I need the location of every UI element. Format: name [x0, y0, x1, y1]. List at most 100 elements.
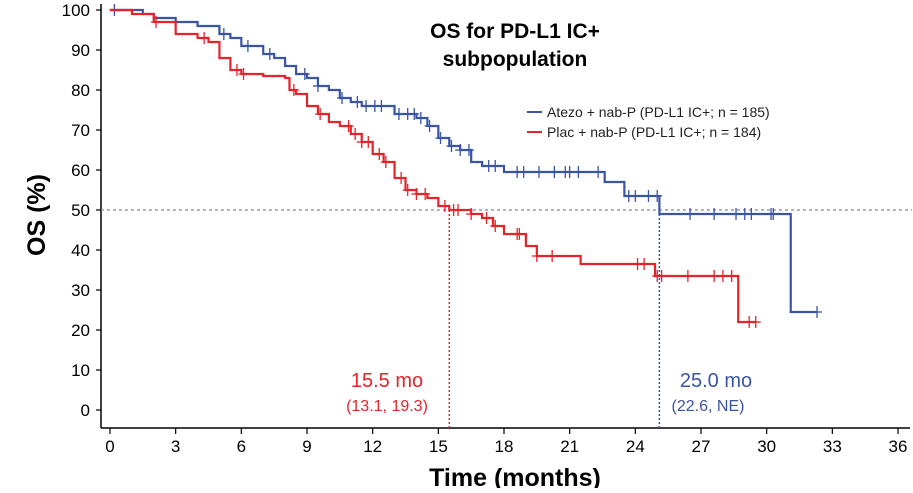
legend-label-plac: Plac + nab-P (PD-L1 IC+; n = 184) — [547, 124, 761, 140]
y-tick-label: 50 — [71, 201, 90, 220]
y-tick-label: 40 — [71, 241, 90, 260]
censor-mark — [420, 188, 431, 200]
censor-mark — [685, 208, 696, 220]
y-tick-label: 90 — [71, 41, 90, 60]
censor-mark — [402, 184, 413, 196]
censor-mark — [652, 190, 663, 202]
censor-mark — [746, 208, 757, 220]
y-tick-label: 80 — [71, 81, 90, 100]
censor-mark — [534, 166, 545, 178]
y-tick-label: 100 — [62, 1, 90, 20]
censor-mark — [238, 68, 249, 80]
censor-mark — [337, 92, 348, 104]
censor-mark — [288, 84, 299, 96]
censor-mark — [549, 166, 560, 178]
y-tick-label: 20 — [71, 321, 90, 340]
x-tick-label: 33 — [823, 437, 842, 456]
censor-mark — [363, 136, 374, 148]
censor-mark — [768, 208, 779, 220]
km-curve — [110, 8, 756, 324]
censor-mark — [424, 120, 435, 132]
censor-mark — [750, 316, 761, 328]
censor-mark — [439, 200, 450, 212]
censor-mark — [376, 100, 387, 112]
series-0 — [109, 4, 823, 318]
x-tick-label: 6 — [237, 437, 246, 456]
censor-mark — [218, 28, 229, 40]
x-tick-label: 9 — [302, 437, 311, 456]
median-label-atezo: 25.0 mo — [680, 370, 752, 392]
censor-mark — [717, 270, 728, 282]
censor-mark — [490, 160, 501, 172]
chart-title-line2: subpopulation — [443, 48, 588, 71]
censor-mark — [481, 212, 492, 224]
censor-mark — [409, 108, 420, 120]
censor-mark — [411, 188, 422, 200]
censor-mark — [518, 166, 529, 178]
chart-title-line1: OS for PD-L1 IC+ — [430, 20, 600, 43]
censor-mark — [564, 166, 575, 178]
y-axis-label: OS (%) — [23, 174, 51, 256]
censor-mark — [709, 208, 720, 220]
censor-mark — [264, 48, 275, 60]
y-tick-label: 10 — [71, 361, 90, 380]
y-tick-label: 30 — [71, 281, 90, 300]
censor-mark — [415, 112, 426, 124]
censor-mark — [446, 140, 457, 152]
censor-mark — [396, 172, 407, 184]
curves — [109, 4, 823, 328]
censor-mark — [242, 40, 253, 52]
y-tick-label: 60 — [71, 161, 90, 180]
censor-mark — [315, 108, 326, 120]
censor-mark — [374, 148, 385, 160]
censor-mark — [312, 80, 323, 92]
censor-mark — [656, 270, 667, 282]
median-ci-atezo: (22.6, NE) — [672, 398, 745, 415]
censor-mark — [435, 132, 446, 144]
censor-mark — [352, 96, 363, 108]
y-tick-label: 70 — [71, 121, 90, 140]
censor-mark — [466, 208, 477, 220]
censor-mark — [343, 120, 354, 132]
legend: Atezo + nab-P (PD-L1 IC+; n = 185) Plac … — [527, 104, 770, 140]
censor-mark — [299, 68, 310, 80]
censor-mark — [199, 32, 210, 44]
censor-mark — [643, 190, 654, 202]
censor-mark — [150, 16, 161, 28]
x-tick-label: 27 — [692, 437, 711, 456]
x-axis-label: Time (months) — [429, 464, 601, 488]
censor-mark — [350, 128, 361, 140]
median-ci-plac: (13.1, 19.3) — [346, 398, 428, 415]
censor-mark — [812, 306, 823, 318]
median-label-plac: 15.5 mo — [351, 370, 423, 392]
x-tick-label: 0 — [105, 437, 114, 456]
censor-mark — [393, 108, 404, 120]
censor-mark — [573, 166, 584, 178]
x-tick-label: 18 — [495, 437, 514, 456]
censor-mark — [490, 220, 501, 232]
censor-mark — [547, 250, 558, 262]
censor-mark — [731, 208, 742, 220]
censor-mark — [463, 144, 474, 156]
censor-mark — [231, 64, 242, 76]
censor-mark — [709, 270, 720, 282]
x-tick-label: 15 — [429, 437, 448, 456]
censor-mark — [639, 258, 650, 270]
y-tick-label: 0 — [81, 401, 90, 420]
censor-mark — [361, 100, 372, 112]
x-tick-label: 36 — [889, 437, 908, 456]
x-tick-label: 12 — [363, 437, 382, 456]
x-tick-label: 21 — [560, 437, 579, 456]
censor-mark — [453, 204, 464, 216]
legend-label-atezo: Atezo + nab-P (PD-L1 IC+; n = 185) — [547, 104, 770, 120]
censor-mark — [593, 166, 604, 178]
series-1 — [110, 8, 761, 328]
censor-mark — [531, 250, 542, 262]
censor-mark — [682, 270, 693, 282]
censor-mark — [380, 156, 391, 168]
censor-mark — [455, 144, 466, 156]
x-tick-label: 30 — [757, 437, 776, 456]
censor-mark — [514, 228, 525, 240]
